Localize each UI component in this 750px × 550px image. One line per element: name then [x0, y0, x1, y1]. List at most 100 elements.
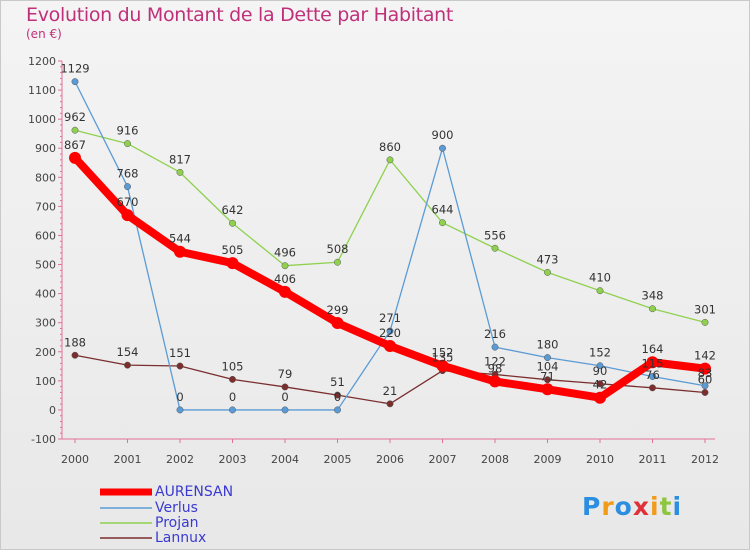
data-point-lannux	[596, 380, 604, 388]
data-point-projan	[386, 156, 394, 164]
data-point-projan	[176, 168, 184, 176]
data-label-aurensan: 71	[540, 369, 555, 383]
data-label-aurensan: 142	[694, 349, 716, 363]
y-tick-label: 300	[35, 317, 56, 330]
logo-letter: o	[614, 492, 633, 521]
data-label-lannux: 154	[117, 345, 139, 359]
data-point-lannux	[124, 361, 131, 369]
data-point-aurensan	[331, 316, 344, 329]
data-label-aurensan: 299	[327, 303, 349, 317]
data-label-verlus: 271	[379, 311, 401, 325]
data-label-verlus: 180	[537, 338, 559, 352]
data-label-aurensan: 670	[117, 195, 139, 209]
y-tick-label: 800	[35, 171, 56, 184]
data-label-verlus: 900	[432, 128, 454, 142]
data-label-projan: 642	[222, 203, 244, 217]
data-label-projan: 473	[537, 252, 559, 266]
y-tick-label: 0	[49, 404, 56, 417]
y-tick-label: 1200	[28, 55, 56, 68]
legend-label-projan: Projan	[155, 515, 199, 531]
data-label-aurensan: 98	[488, 361, 503, 375]
x-tick-label: 2008	[481, 453, 509, 466]
logo-letter: P	[582, 492, 602, 521]
logo-letter: r	[601, 492, 615, 521]
data-label-verlus: 216	[484, 327, 506, 341]
data-label-aurensan: 505	[222, 243, 244, 257]
data-point-projan	[71, 126, 79, 134]
data-label-projan: 817	[169, 152, 191, 166]
y-tick-label: -100	[31, 433, 56, 446]
data-point-aurensan	[69, 151, 81, 164]
data-point-projan	[649, 305, 656, 313]
y-tick-label: 1100	[28, 84, 56, 97]
data-point-verlus	[701, 382, 709, 390]
data-point-verlus	[491, 343, 499, 351]
x-tick-label: 2004	[271, 453, 299, 466]
data-label-verlus: 0	[334, 390, 341, 404]
data-point-aurensan	[174, 245, 186, 258]
data-point-projan	[491, 244, 499, 252]
data-point-lannux	[649, 384, 656, 392]
data-point-lannux	[334, 391, 341, 399]
data-point-verlus	[281, 406, 289, 414]
data-point-lannux	[229, 375, 236, 383]
data-label-projan: 348	[642, 289, 664, 303]
data-label-verlus: 152	[589, 346, 611, 360]
data-point-projan	[229, 219, 236, 227]
data-label-verlus: 83	[698, 366, 713, 380]
data-label-projan: 962	[64, 110, 86, 124]
data-label-projan: 508	[327, 242, 349, 256]
data-point-verlus	[649, 373, 656, 380]
data-label-lannux: 188	[64, 335, 86, 349]
data-point-verlus	[334, 406, 341, 414]
y-tick-label: 900	[35, 142, 56, 155]
x-tick-label: 2003	[219, 453, 247, 466]
data-point-aurensan	[489, 375, 501, 388]
x-tick-label: 2010	[586, 453, 614, 466]
data-point-aurensan	[699, 362, 711, 375]
data-label-lannux: 105	[222, 359, 244, 373]
data-label-lannux: 151	[169, 346, 191, 360]
y-tick-label: 500	[35, 259, 56, 272]
data-point-verlus	[229, 406, 236, 414]
logo-letter: i	[650, 492, 660, 521]
data-label-lannux: 122	[484, 354, 506, 368]
data-point-aurensan	[226, 257, 239, 270]
data-label-aurensan: 220	[379, 326, 401, 340]
x-tick-label: 2012	[691, 453, 719, 466]
data-label-lannux: 135	[432, 351, 454, 365]
data-point-aurensan	[384, 339, 396, 352]
data-point-lannux	[176, 362, 184, 370]
y-tick-label: 200	[35, 346, 56, 359]
data-point-verlus	[544, 354, 551, 362]
data-label-projan: 556	[484, 228, 506, 242]
data-label-verlus: 0	[281, 390, 288, 404]
data-label-lannux: 21	[383, 384, 398, 398]
data-label-aurensan: 42	[593, 378, 608, 392]
data-label-lannux: 104	[537, 360, 559, 374]
data-label-aurensan: 406	[274, 272, 296, 286]
x-tick-label: 2009	[534, 453, 562, 466]
data-label-verlus: 768	[117, 167, 139, 181]
data-point-projan	[281, 262, 289, 270]
data-point-aurensan	[594, 391, 606, 404]
legend-label-aurensan: AURENSAN	[155, 484, 234, 500]
data-point-projan	[596, 287, 604, 295]
data-point-lannux	[386, 400, 394, 408]
data-label-aurensan: 164	[642, 342, 664, 356]
data-point-lannux	[544, 376, 551, 384]
data-label-projan: 860	[379, 140, 401, 154]
proxiti-logo: Proxiti	[582, 492, 682, 521]
data-point-lannux	[71, 351, 79, 359]
data-label-aurensan: 152	[432, 346, 454, 360]
data-point-verlus	[176, 406, 184, 414]
x-tick-label: 2005	[324, 453, 352, 466]
data-point-projan	[701, 318, 709, 326]
data-point-aurensan	[541, 383, 554, 396]
x-tick-label: 2007	[429, 453, 457, 466]
data-point-lannux	[701, 389, 709, 396]
logo-letter: i	[672, 492, 683, 521]
x-tick-label: 2006	[376, 453, 404, 466]
data-point-verlus	[71, 78, 79, 86]
